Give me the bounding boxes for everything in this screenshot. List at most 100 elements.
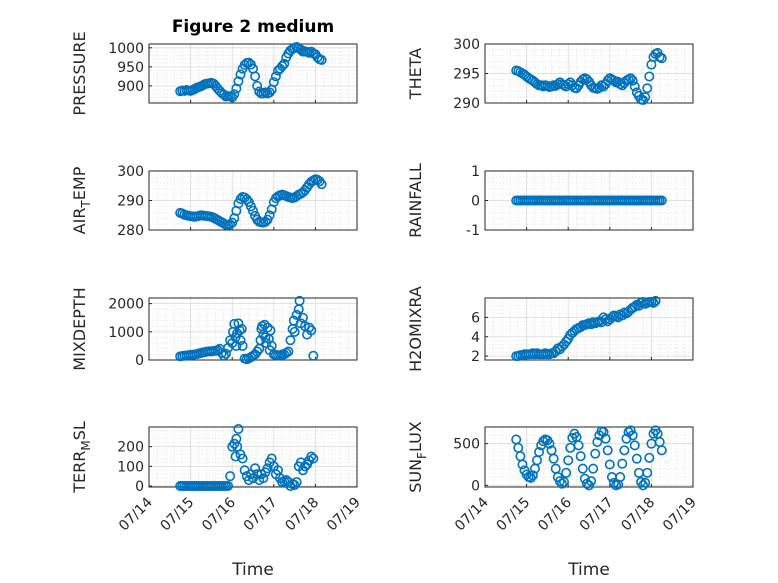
x-tick-label: 07/17 [241, 495, 281, 535]
axes-frame [484, 170, 694, 231]
data-point [615, 471, 626, 482]
data-point [250, 463, 261, 474]
data-point [625, 425, 636, 436]
data-point [250, 71, 261, 82]
data-point [600, 314, 611, 325]
data-point [237, 453, 248, 464]
y-axis-label: H2OMIXRA [406, 286, 425, 372]
y-tick-label: 290 [117, 194, 144, 210]
data-point [586, 476, 597, 487]
y-axis-label-subscript: T [79, 200, 93, 209]
y-tick-label: 1000 [108, 41, 144, 57]
data-point [629, 81, 640, 92]
data-point [268, 77, 279, 88]
axes-box [148, 426, 358, 488]
y-axis-label-part: SL [70, 421, 89, 440]
data-point [230, 451, 241, 462]
x-tick-label: 07/16 [535, 494, 575, 534]
y-tick-label: 2000 [108, 297, 144, 313]
data-point [237, 340, 248, 351]
y-axis-label: SUNFLUX [406, 421, 429, 493]
subplot-2: 290 295 300 THETA [406, 37, 694, 112]
x-tick-label: 07/16 [199, 494, 239, 534]
y-tick-label: 0 [471, 194, 480, 210]
y-tick-label: 0 [471, 478, 480, 494]
data-point [656, 195, 667, 206]
x-tick-label: 07/15 [158, 495, 198, 535]
y-tick-label: 900 [117, 79, 144, 95]
data-point [252, 346, 263, 357]
data-point [625, 73, 636, 84]
x-tick-label: 07/14 [452, 494, 492, 534]
data-point [233, 76, 244, 87]
data-point [277, 61, 288, 72]
y-tick-label: 300 [117, 164, 144, 180]
data-point [640, 92, 651, 103]
y-tick-label: 200 [117, 440, 144, 456]
y-axis-label: TERRMSL [70, 421, 93, 494]
data-point [241, 194, 252, 205]
y-axis-label: AIRTEMP [70, 166, 93, 234]
data-point [534, 446, 545, 457]
subplot-6: 2 4 6 H2OMIXRA [406, 286, 694, 372]
data-point [229, 89, 240, 100]
data-point [258, 473, 269, 484]
data-point [644, 71, 655, 82]
data-point [264, 87, 275, 98]
x-tick-label: 07/14 [116, 494, 156, 534]
y-tick-label: 0 [135, 353, 144, 369]
data-point [590, 448, 601, 459]
data-point [656, 53, 667, 64]
data-point [262, 463, 273, 474]
data-point [265, 325, 276, 336]
data-point [650, 295, 661, 306]
data-point [264, 210, 275, 221]
data-point [281, 347, 292, 358]
data-point [235, 69, 246, 80]
data-point [642, 467, 653, 478]
data-point [225, 471, 236, 482]
data-point [592, 436, 603, 447]
x-tick-label: 07/17 [577, 495, 617, 535]
data-point [308, 453, 319, 464]
data-point [283, 346, 294, 357]
y-tick-label: 6 [471, 310, 480, 326]
data-point [294, 295, 305, 306]
data-point [638, 480, 649, 491]
y-tick-label: 1 [471, 164, 480, 180]
y-tick-label: 500 [453, 437, 480, 453]
y-tick-label: -1 [466, 223, 480, 239]
data-point [306, 451, 317, 462]
data-point [629, 440, 640, 451]
data-point [561, 467, 572, 478]
data-point [233, 423, 244, 434]
data-point [225, 335, 236, 346]
subplot-3: 280 290 300 AIRTEMP [70, 164, 358, 239]
data-point [586, 319, 597, 330]
x-axis-label: Time [231, 560, 274, 580]
subplot-1: 900 950 1000 PRESSURE Figure 2 medium [70, 17, 358, 116]
data-point [598, 426, 609, 437]
data-point [577, 463, 588, 474]
x-tick-label: 07/19 [324, 495, 364, 535]
data-point [252, 80, 263, 91]
data-point [289, 326, 300, 337]
data-point [316, 179, 327, 190]
subplot-8: 0 500 07/14 07/15 07/16 07/17 07/18 07/19 SUNFLU… [406, 421, 700, 580]
data-point [644, 452, 655, 463]
data-point [640, 477, 651, 488]
data-point [291, 309, 302, 320]
axes-frame [148, 43, 358, 104]
y-tick-label: 0 [135, 479, 144, 495]
data-point [316, 54, 327, 65]
data-point [642, 83, 653, 94]
data-point [606, 312, 617, 323]
y-axis-label: THETA [406, 48, 425, 100]
data-point [223, 481, 234, 492]
data-point [548, 453, 559, 464]
data-point [291, 477, 302, 488]
y-axis-label-part: LUX [406, 421, 425, 452]
axes-frame [148, 170, 358, 231]
data-point [538, 436, 549, 447]
